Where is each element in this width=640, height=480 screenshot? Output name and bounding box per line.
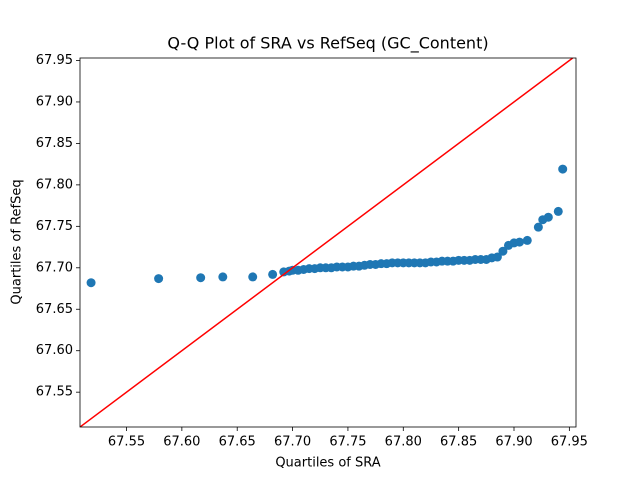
y-tick-label: 67.75 (36, 219, 73, 234)
y-axis-label: Quartiles of RefSeq (10, 179, 25, 304)
y-tick-label: 67.85 (36, 136, 73, 151)
point (86, 278, 96, 288)
x-tick-label: 67.90 (495, 435, 532, 450)
point (154, 274, 164, 284)
point (492, 252, 502, 262)
y-tick-label: 67.55 (36, 385, 73, 400)
x-tick-label: 67.60 (163, 435, 200, 450)
y-tick-label: 67.60 (36, 343, 73, 358)
x-tick-label: 67.80 (385, 435, 422, 450)
chart-title: Q-Q Plot of SRA vs RefSeq (GC_Content) (167, 34, 488, 54)
point (498, 246, 508, 256)
reference-line (80, 58, 574, 427)
x-tick-label: 67.75 (329, 435, 366, 450)
point (558, 164, 568, 174)
x-tick-label: 67.95 (551, 435, 588, 450)
x-axis-label: Quartiles of SRA (275, 456, 380, 471)
point (248, 272, 258, 282)
y-tick-label: 67.90 (36, 94, 73, 109)
y-tick-label: 67.80 (36, 177, 73, 192)
point (268, 269, 278, 279)
point (553, 206, 563, 216)
y-tick-label: 67.65 (36, 302, 73, 317)
point (543, 212, 553, 222)
y-tick-label: 67.95 (36, 53, 73, 68)
x-tick-label: 67.85 (440, 435, 477, 450)
point (218, 272, 228, 282)
plot-frame (79, 57, 577, 428)
point (196, 273, 206, 283)
point (522, 235, 532, 245)
x-tick-label: 67.55 (108, 435, 145, 450)
y-tick-label: 67.70 (36, 260, 73, 275)
x-tick-label: 67.70 (274, 435, 311, 450)
point (515, 237, 525, 247)
point (533, 222, 543, 232)
x-tick-label: 67.65 (219, 435, 256, 450)
